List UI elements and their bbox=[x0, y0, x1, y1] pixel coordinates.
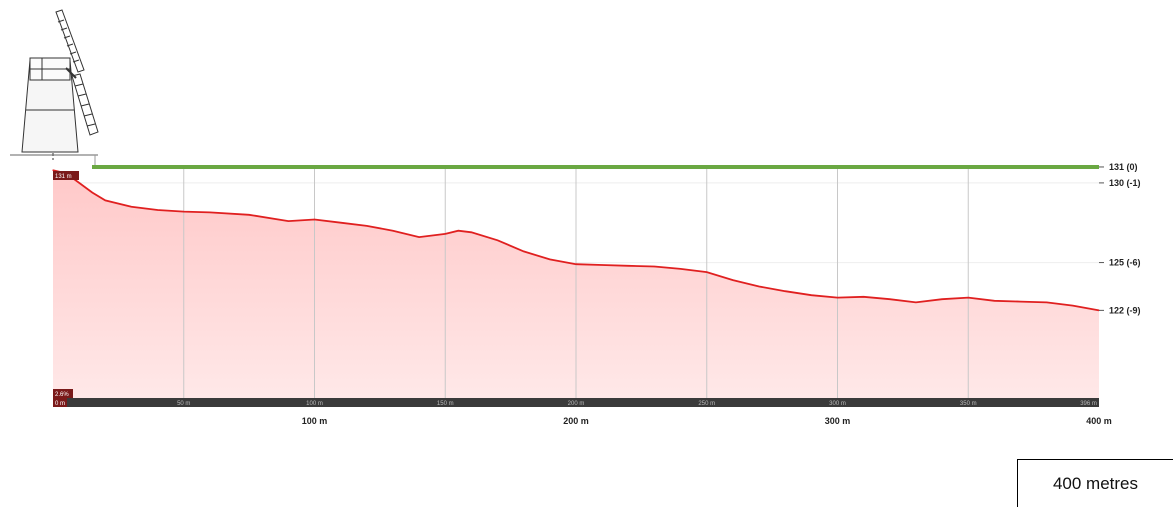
elevation-point bbox=[104, 199, 106, 202]
scale-label: 400 metres bbox=[1052, 473, 1139, 493]
strip-label: 350 m bbox=[960, 401, 977, 407]
elevation-point bbox=[941, 298, 943, 300]
elevation-point bbox=[758, 285, 760, 288]
elevation-point bbox=[732, 279, 734, 281]
elevation-point bbox=[706, 271, 708, 273]
elevation-point bbox=[470, 231, 472, 233]
elevation-point bbox=[575, 263, 577, 265]
elevation-point bbox=[130, 206, 133, 208]
strip-label: 250 m bbox=[698, 401, 715, 407]
elevation-point bbox=[1019, 301, 1022, 303]
right-axis-label: 125 (-6) bbox=[1109, 258, 1141, 268]
windmill-icon bbox=[10, 9, 99, 168]
elevation-point bbox=[52, 169, 54, 171]
elevation-point bbox=[444, 233, 446, 235]
elevation-point bbox=[627, 265, 629, 267]
elevation-point bbox=[392, 230, 394, 232]
elevation-point bbox=[1046, 301, 1048, 303]
elevation-point bbox=[549, 258, 551, 260]
elevation-point bbox=[313, 218, 316, 221]
zero-badge bbox=[53, 398, 67, 407]
elevation-point bbox=[78, 182, 80, 184]
elevation-point bbox=[993, 300, 996, 302]
right-axis-label: 130 (-1) bbox=[1109, 178, 1141, 188]
bottom-axis-label: 300 m bbox=[825, 416, 851, 426]
elevation-point bbox=[340, 222, 342, 224]
bottom-axis-label: 400 m bbox=[1086, 416, 1112, 426]
start-badge-label: 131 m bbox=[55, 174, 72, 180]
right-axis-label: 131 (0) bbox=[1109, 162, 1138, 172]
strip-label: 50 m bbox=[177, 401, 190, 407]
distance-strip bbox=[53, 398, 1099, 407]
elevation-point bbox=[457, 230, 459, 232]
elevation-point bbox=[248, 214, 250, 216]
elevation-point bbox=[784, 290, 786, 292]
strip-label: 300 m bbox=[829, 401, 846, 407]
elevation-point bbox=[157, 209, 159, 211]
elevation-point bbox=[496, 239, 499, 241]
strip-label: 396 m bbox=[1080, 401, 1097, 407]
elevation-point bbox=[601, 264, 603, 266]
elevation-point bbox=[91, 191, 93, 194]
grade-badge bbox=[53, 389, 73, 398]
elevation-point bbox=[418, 236, 420, 238]
strip-label: 200 m bbox=[568, 401, 585, 407]
elevation-point bbox=[287, 220, 289, 222]
elevation-point bbox=[680, 268, 682, 270]
elevation-point bbox=[366, 225, 368, 227]
bottom-axis-label: 200 m bbox=[563, 416, 589, 426]
scale-legend: 400 metres bbox=[1017, 459, 1173, 507]
elevation-point bbox=[653, 265, 656, 268]
elevation-point bbox=[915, 301, 917, 303]
strip-label: 150 m bbox=[437, 401, 454, 407]
elevation-point bbox=[967, 297, 969, 299]
start-badge bbox=[53, 171, 79, 180]
elevation-point bbox=[836, 297, 839, 299]
elevation-point bbox=[523, 250, 525, 253]
elevation-point bbox=[1072, 304, 1074, 307]
right-axis-label: 122 (-9) bbox=[1109, 305, 1141, 315]
elevation-point bbox=[209, 211, 211, 213]
elevation-point bbox=[810, 294, 812, 296]
elevation-point bbox=[863, 296, 865, 298]
grade-badge-label: 2.6% bbox=[55, 392, 69, 398]
bottom-axis-label: 100 m bbox=[302, 416, 328, 426]
elevation-point bbox=[183, 210, 185, 213]
zero-badge-label: 0 m bbox=[55, 401, 65, 407]
strip-label: 100 m bbox=[306, 401, 323, 407]
plot-area: 131 (0) 130 (-1) 125 (-6) 122 (-9) 50 m 100 m… bbox=[52, 162, 1141, 426]
elevation-point bbox=[889, 298, 891, 300]
